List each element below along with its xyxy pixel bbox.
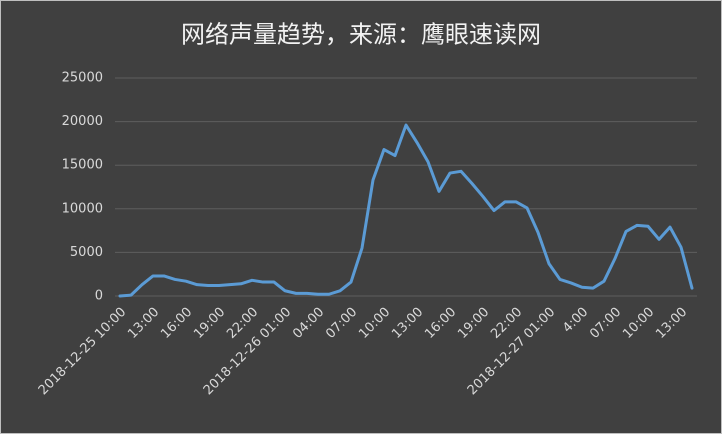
y-tick-label: 10000 [62, 201, 103, 216]
y-tick-label: 15000 [62, 158, 103, 173]
y-tick-label: 25000 [62, 71, 103, 86]
chart-title: 网络声量趋势，来源：鹰眼速读网 [181, 21, 541, 49]
y-tick-label: 20000 [62, 114, 103, 129]
y-tick-label: 5000 [70, 245, 103, 260]
y-tick-label: 0 [95, 289, 103, 304]
data-line [118, 123, 694, 298]
